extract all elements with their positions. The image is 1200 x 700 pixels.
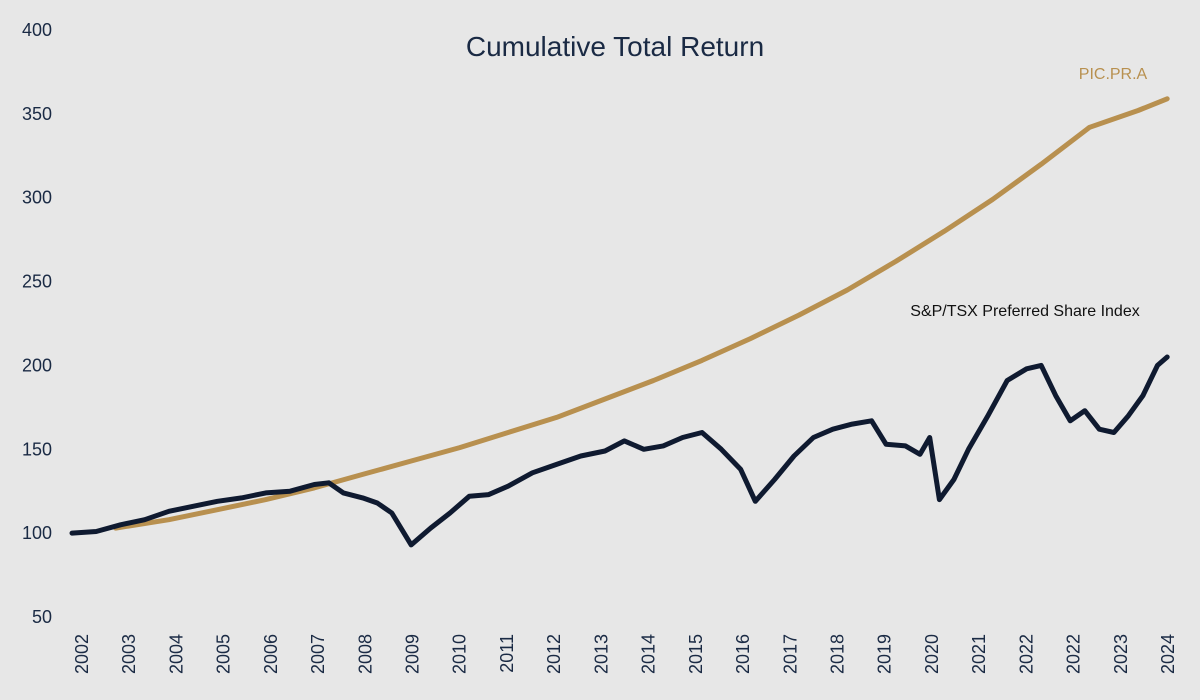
y-tick-label: 100 [22,523,52,543]
x-tick-label: 2024 [1158,634,1178,674]
x-tick-label: 2017 [780,634,800,674]
x-tick-label: 2022 [1064,634,1084,674]
x-tick-label: 2013 [591,634,611,674]
chart-title: Cumulative Total Return [466,31,764,62]
x-tick-label: 2002 [72,634,92,674]
y-tick-label: 300 [22,188,52,208]
x-tick-label: 2019 [875,634,895,674]
y-tick-label: 150 [22,439,52,459]
x-tick-label: 2003 [119,634,139,674]
x-tick-label: 2012 [544,634,564,674]
y-tick-label: 350 [22,104,52,124]
x-tick-label: 2015 [686,634,706,674]
pic-pr-a-label: PIC.PR.A [1079,66,1148,83]
preferred-share-index-label: S&P/TSX Preferred Share Index [910,303,1139,320]
x-tick-label: 2021 [969,634,989,674]
x-tick-label: 2008 [355,634,375,674]
x-tick-label: 2016 [733,634,753,674]
x-tick-label: 2023 [1111,634,1131,674]
preferred-share-index-line [69,354,1170,548]
x-tick-label: 2007 [308,634,328,674]
x-tick-label: 2022 [1016,634,1036,674]
y-tick-label: 250 [22,272,52,292]
x-tick-label: 2010 [450,634,470,674]
x-tick-label: 2020 [922,634,942,674]
x-tick-label: 2006 [261,634,281,674]
x-tick-label: 2009 [403,634,423,674]
x-tick-label: 2004 [166,634,186,674]
y-tick-label: 400 [22,20,52,40]
y-tick-label: 50 [32,607,52,627]
pic-pr-a-line [113,96,1170,531]
x-tick-label: 2011 [497,634,517,673]
x-tick-label: 2018 [827,634,847,674]
y-tick-label: 200 [22,355,52,375]
x-tick-label: 2014 [639,634,659,674]
x-tick-label: 2005 [214,634,234,674]
